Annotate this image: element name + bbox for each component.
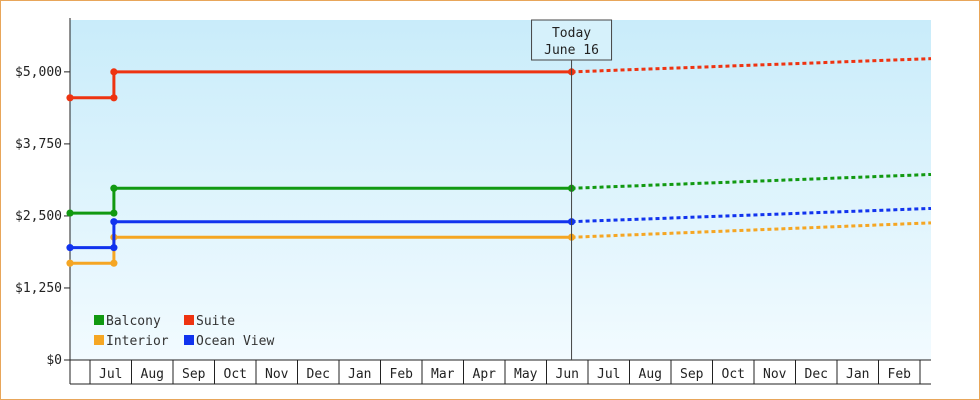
x-month-label: Dec [805, 367, 828, 382]
data-point [110, 68, 118, 76]
data-point [110, 259, 118, 267]
plot-area [70, 20, 931, 360]
legend-label: Interior [106, 334, 169, 349]
y-tick-label: $0 [46, 353, 62, 368]
y-tick-label: $1,250 [15, 281, 62, 296]
x-month-label: Nov [763, 367, 787, 382]
legend-swatch [184, 315, 194, 325]
today-label-text: Today [552, 26, 591, 41]
legend-label: Suite [196, 314, 235, 329]
today-label-text: June 16 [544, 43, 599, 58]
data-point [66, 244, 74, 252]
forecast-line-interior [571, 221, 932, 239]
data-point [66, 94, 74, 102]
data-point [110, 209, 118, 217]
legend-label: Ocean View [196, 334, 274, 349]
y-tick-label: $2,500 [15, 209, 62, 224]
x-month-label: Mar [431, 367, 455, 382]
forecast-line-suite [571, 57, 932, 74]
x-month-label: Oct [224, 367, 247, 382]
x-month-label: Jan [348, 367, 371, 382]
x-month-label: Aug [639, 367, 662, 382]
x-month-label: Feb [390, 367, 414, 382]
legend-swatch [94, 315, 104, 325]
x-month-label: Nov [265, 367, 289, 382]
x-month-label: Jun [556, 367, 579, 382]
y-tick-label: $3,750 [15, 137, 62, 152]
legend-label: Balcony [106, 314, 161, 329]
series-line-ocean-view [70, 220, 572, 250]
x-month-label: Jul [597, 367, 620, 382]
data-point [66, 259, 74, 267]
forecast-line-balcony [571, 172, 932, 190]
data-point [110, 244, 118, 252]
x-month-label: Aug [141, 367, 164, 382]
data-point [110, 94, 118, 102]
x-month-label: May [514, 367, 538, 382]
x-month-label: Jan [846, 367, 869, 382]
data-point [66, 209, 74, 217]
data-point [110, 218, 118, 226]
forecast-line-ocean-view [571, 206, 932, 224]
x-month-label: Oct [722, 367, 745, 382]
today-label-box [531, 19, 613, 61]
x-month-label: Sep [182, 367, 206, 382]
series-line-suite [70, 70, 572, 100]
series-line-balcony [70, 186, 572, 215]
x-month-label: Sep [680, 367, 704, 382]
x-month-label: Jul [99, 367, 122, 382]
x-month-label: Dec [307, 367, 330, 382]
legend-swatch [94, 335, 104, 345]
x-month-label: Feb [888, 367, 912, 382]
data-point [110, 184, 118, 192]
y-tick-label: $5,000 [15, 65, 62, 80]
legend-swatch [184, 335, 194, 345]
x-month-label: Apr [473, 367, 497, 382]
